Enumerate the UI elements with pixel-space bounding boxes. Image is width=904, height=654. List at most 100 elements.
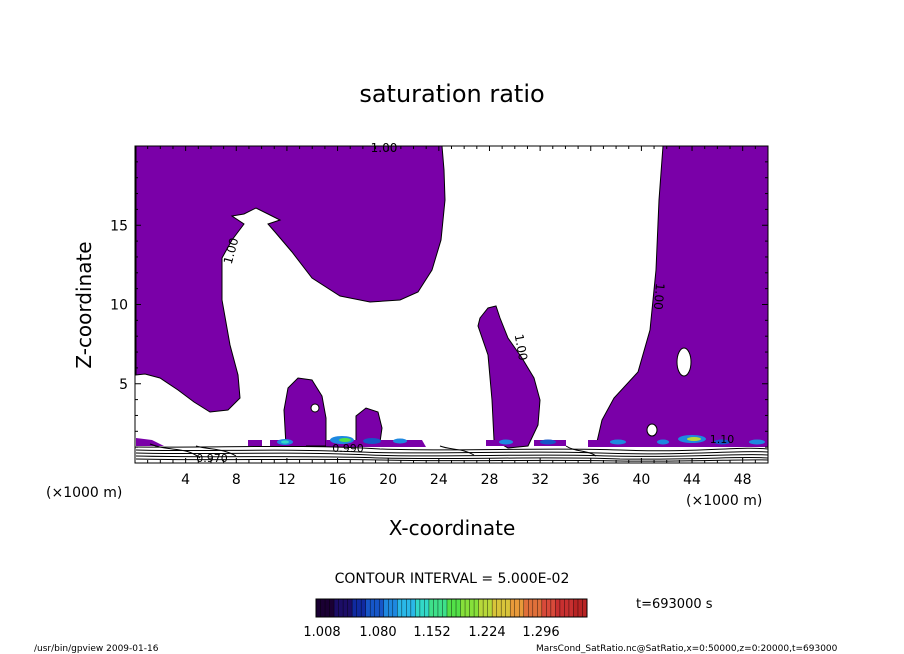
colorbar-cell [456,599,462,617]
colorbar-cell [316,599,322,617]
colorbar-cell [478,599,484,617]
x-axis-label: X-coordinate [389,516,516,540]
colorbar-cell [325,599,331,617]
colorbar-cell [433,599,439,617]
colorbar-cell [528,599,534,617]
colorbar-cell [523,599,529,617]
y-axis-unit: (×1000 m) [46,485,122,501]
surface-supersaturation-spots [277,435,765,445]
colorbar-cell [492,599,498,617]
colorbar-cell [406,599,412,617]
x-tick-label: 40 [632,472,650,488]
colorbar-cell [483,599,489,617]
x-tick-label: 12 [278,472,296,488]
saturated-region-bump-18 [355,407,383,443]
colorbar-tick-label: 1.152 [413,625,450,640]
colorbar-cell [510,599,516,617]
colorbar-cell [374,599,380,617]
colorbar-cell [577,599,583,617]
y-tick-label: 5 [119,377,128,393]
colorbar-cell [460,599,466,617]
time-label: t=693000 s [636,597,713,612]
contour-labels: 1.00 1.00 1.00 1.00 0.970 0.990 1.10 [196,141,734,465]
colorbar-cell [519,599,525,617]
colorbar-tick-label: 1.080 [359,625,396,640]
saturated-region-column-28 [477,305,541,449]
colorbar-cell [329,599,335,617]
colorbar-cell [532,599,538,617]
colorbar-cell [555,599,561,617]
colorbar-cell [474,599,480,617]
colorbar-cell [397,599,403,617]
x-tick-label: 20 [379,472,397,488]
colorbar-cell [365,599,371,617]
colorbar-cell [356,599,362,617]
x-tick-label: 24 [430,472,448,488]
colorbar-cell [352,599,358,617]
svg-text:0.970: 0.970 [196,452,228,465]
colorbar-cell [451,599,457,617]
colorbar-cell [401,599,407,617]
colorbar-cell [446,599,452,617]
colorbar-cell [361,599,367,617]
footer-left: /usr/bin/gpview 2009-01-16 [34,644,159,654]
colorbar-tick-label: 1.296 [522,625,559,640]
colorbar-cell [546,599,552,617]
x-tick-label: 44 [683,472,701,488]
colorbar-tick-label: 1.008 [303,625,340,640]
y-axis-ticks: 5 10 15 [110,161,768,448]
colorbar-cell [320,599,326,617]
colorbar-cell [370,599,376,617]
colorbar-cell [424,599,430,617]
contour-interval-label: CONTOUR INTERVAL = 5.000E-02 [335,571,570,587]
svg-text:1.00: 1.00 [651,282,667,310]
colorbar-cell [501,599,507,617]
colorbar-cell [383,599,389,617]
svg-text:1.00: 1.00 [512,333,530,362]
colorbar-cell [514,599,520,617]
x-axis-unit: (×1000 m) [686,493,762,509]
colorbar-cell [428,599,434,617]
chart-title: saturation ratio [359,80,544,108]
colorbar-cell [505,599,511,617]
svg-text:1.00: 1.00 [371,141,398,155]
footer-right: MarsCond_SatRatio.nc@SatRatio,x=0:50000,… [536,644,838,654]
colorbar-cell [541,599,547,617]
colorbar-cell [559,599,565,617]
colorbar-cell [469,599,475,617]
x-tick-label: 8 [232,472,241,488]
svg-text:1.00: 1.00 [221,236,241,265]
saturated-region-bump-14 [283,377,327,447]
colorbar-cell [465,599,471,617]
colorbar-cell [550,599,556,617]
colorbar-cell [334,599,340,617]
surface-contour-lines [135,443,769,462]
colorbar-cell [388,599,394,617]
y-tick-label: 15 [110,218,128,234]
colorbar-cell [564,599,570,617]
colorbar-cell [537,599,543,617]
colorbar-cell [487,599,493,617]
colorbar-cell [582,599,588,617]
x-tick-label: 32 [531,472,549,488]
x-tick-label: 4 [181,472,190,488]
plot-area: 1.00 1.00 1.00 1.00 0.970 0.990 1.10 [134,141,769,465]
colorbar-cell [415,599,421,617]
colorbar-cell [419,599,425,617]
colorbar-cell [392,599,398,617]
colorbar-cell [347,599,353,617]
y-axis-label: Z-coordinate [72,241,96,368]
colorbar-cell [568,599,574,617]
colorbar-cell [442,599,448,617]
colorbar-cell [573,599,579,617]
colorbar-cell [338,599,344,617]
svg-text:0.990: 0.990 [332,442,364,455]
colorbar-tick-label: 1.224 [468,625,505,640]
x-tick-label: 36 [582,472,600,488]
colorbar-cell [496,599,502,617]
colorbar-cell [343,599,349,617]
x-tick-label: 48 [734,472,752,488]
saturated-region-upper-left [135,145,446,413]
colorbar: 1.008 1.080 1.152 1.224 1.296 [303,598,588,640]
